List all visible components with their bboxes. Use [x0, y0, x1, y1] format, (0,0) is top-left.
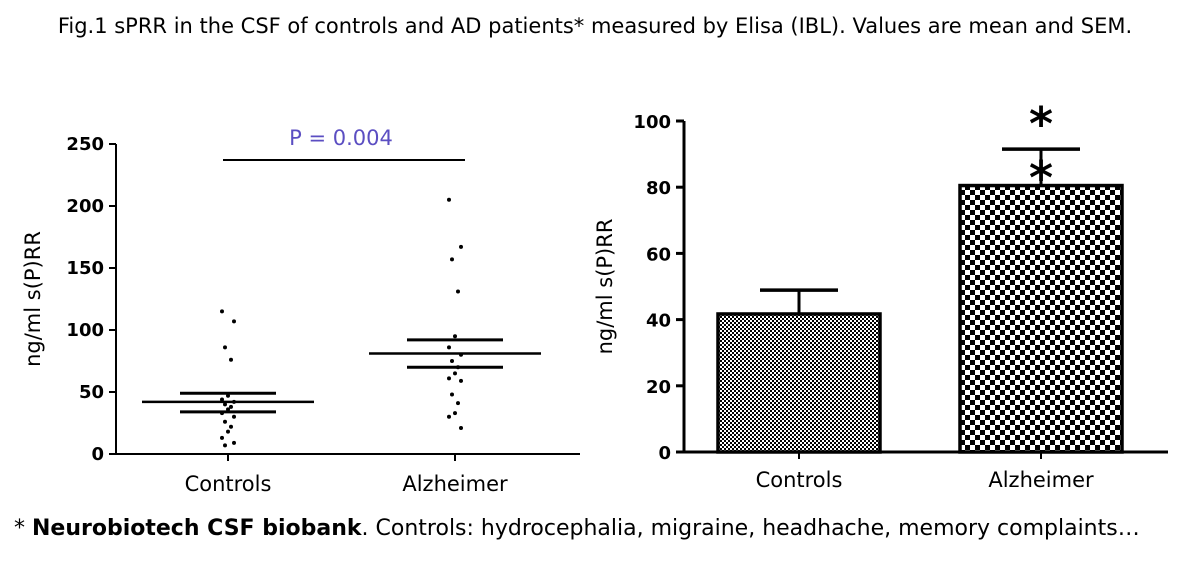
y-tick-label: 100: [633, 112, 671, 133]
significance-star: *: [1029, 151, 1053, 205]
data-point: [232, 319, 236, 324]
y-tick-label: 40: [646, 311, 671, 332]
y-tick-label: 50: [79, 382, 104, 403]
data-point: [220, 309, 224, 314]
data-point: [450, 257, 454, 262]
footnote-text: . Controls: hydrocephalia, migraine, hea…: [361, 516, 1140, 541]
data-point: [226, 429, 230, 434]
y-tick-label: 0: [658, 443, 671, 464]
y-tick-label: 200: [66, 196, 104, 217]
data-point: [232, 440, 236, 445]
data-point: [447, 197, 451, 202]
y-tick-label: 20: [646, 377, 671, 398]
footnote-prefix: *: [14, 516, 32, 541]
data-point: [456, 289, 460, 294]
data-point: [447, 414, 451, 419]
data-point: [223, 443, 227, 448]
y-tick-label: 0: [91, 444, 104, 465]
y-axis-label: ng/ml s(P)RR: [21, 231, 45, 367]
bar-chart: ng/ml s(P)RR Controls Alzheimer 0 20 40 60 80 1…: [593, 97, 1168, 492]
data-point: [229, 424, 233, 429]
y-tick-label: 150: [66, 258, 104, 279]
data-point: [450, 359, 454, 363]
data-point: [229, 404, 233, 409]
data-point: [453, 334, 457, 339]
data-point: [453, 411, 457, 416]
x-tick-label: Alzheimer: [988, 468, 1094, 492]
bar: [716, 312, 882, 454]
data-point: [229, 357, 233, 362]
data-point: [459, 244, 463, 249]
x-tick-label: Controls: [756, 468, 843, 492]
y-tick-label: 60: [646, 244, 671, 265]
scatter-chart: ng/ml s(P)RR 0 50 100 150 200 250 Controls Alzh…: [21, 126, 580, 496]
x-tick-label: Alzheimer: [402, 472, 508, 496]
y-axis-label: ng/ml s(P)RR: [593, 219, 617, 355]
data-point: [453, 371, 457, 376]
data-point: [450, 392, 454, 397]
data-point: [447, 376, 451, 381]
footnote-source: Neurobiotech CSF biobank: [32, 516, 362, 541]
p-value-annotation: P = 0.004: [289, 126, 393, 150]
data-point: [232, 414, 236, 419]
data-point: [220, 397, 224, 402]
data-point: [459, 425, 463, 430]
y-tick-label: 80: [646, 178, 671, 199]
data-point: [223, 345, 227, 350]
data-point: [447, 345, 451, 350]
y-tick-label: 250: [66, 134, 104, 155]
figure-caption: Fig.1 sPRR in the CSF of controls and AD…: [57, 14, 1133, 38]
footnote: * Neurobiotech CSF biobank. Controls: hy…: [14, 516, 1140, 541]
bar: [958, 183, 1124, 454]
data-point: [223, 419, 227, 424]
y-tick-label: 100: [66, 320, 104, 341]
x-tick-label: Controls: [185, 472, 272, 496]
data-point: [459, 378, 463, 383]
data-point: [223, 402, 227, 407]
significance-star: *: [1029, 97, 1053, 151]
data-point: [456, 401, 460, 406]
data-point: [220, 435, 224, 440]
